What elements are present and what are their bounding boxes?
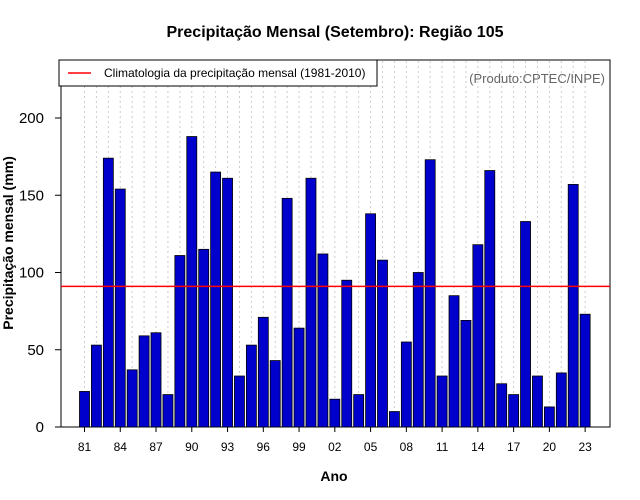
legend-label: Climatologia da precipitação mensal (198… (104, 66, 365, 80)
xtick-label-11: 11 (436, 440, 449, 454)
bar-18 (520, 221, 531, 428)
xtick-label-90: 90 (185, 440, 199, 454)
bar-91 (198, 248, 210, 428)
ytick-label-50: 50 (27, 342, 44, 359)
bar-14 (472, 244, 484, 428)
credit-text: (Produto:CPTEC/INPE) (469, 71, 605, 86)
bar-16 (496, 383, 508, 428)
xtick-label-20: 20 (543, 440, 557, 454)
ytick-label-0: 0 (36, 419, 44, 436)
bar-05 (365, 213, 376, 428)
bar-83 (102, 157, 114, 428)
bar-87 (150, 332, 162, 428)
x-axis-title: Ano (320, 468, 347, 484)
bar-89 (174, 255, 186, 428)
bar-99 (293, 327, 305, 428)
ytick-label-100: 100 (19, 265, 44, 282)
xtick-label-02: 02 (328, 440, 342, 454)
bar-20 (543, 406, 555, 428)
chart-title: Precipitação Mensal (Setembro): Região 1… (167, 24, 504, 41)
bar-17 (508, 394, 520, 428)
bar-21 (555, 372, 567, 428)
xtick-label-81: 81 (78, 440, 92, 454)
bar-03 (341, 279, 353, 428)
xtick-label-08: 08 (400, 440, 414, 454)
xtick-label-05: 05 (364, 440, 378, 454)
bar-02 (329, 398, 341, 428)
bars (79, 136, 591, 428)
bar-04 (353, 394, 365, 428)
bar-95 (245, 344, 257, 428)
xtick-label-93: 93 (221, 440, 235, 454)
y-axis: 0 50 100 150 200 (19, 110, 61, 436)
bar-10 (424, 159, 436, 428)
xtick-label-23: 23 (578, 440, 592, 454)
bar-23 (579, 313, 591, 428)
xtick-label-84: 84 (114, 440, 128, 454)
bar-86 (138, 335, 150, 428)
bar-88 (162, 394, 174, 428)
bar-97 (269, 360, 281, 428)
bar-01 (317, 253, 329, 428)
bar-90 (186, 136, 198, 428)
bar-15 (484, 170, 496, 428)
bar-98 (281, 197, 293, 428)
xtick-label-87: 87 (149, 440, 163, 454)
bar-96 (257, 316, 269, 428)
xtick-label-14: 14 (471, 440, 485, 454)
legend: Climatologia da precipitação mensal (198… (58, 59, 378, 87)
bar-22 (567, 184, 579, 428)
bar-13 (460, 319, 472, 428)
bar-84 (114, 188, 126, 428)
bar-19 (532, 375, 543, 428)
bar-85 (126, 369, 138, 428)
bar-81 (79, 391, 90, 428)
bar-94 (234, 375, 245, 428)
y-axis-title: Precipitação mensal (mm) (0, 156, 16, 330)
bar-08 (400, 341, 412, 428)
xtick-label-99: 99 (292, 440, 306, 454)
legend-box (58, 59, 378, 87)
bar-06 (377, 259, 388, 428)
bar-92 (210, 171, 222, 428)
bar-12 (448, 295, 460, 428)
xtick-label-96: 96 (257, 440, 271, 454)
bar-11 (436, 375, 448, 428)
xtick-label-17: 17 (507, 440, 521, 454)
bar-82 (91, 344, 102, 428)
ytick-label-150: 150 (19, 187, 44, 204)
bar-09 (412, 272, 424, 428)
bar-00 (305, 177, 317, 428)
x-axis: 81 84 87 90 93 96 99 02 05 08 11 14 17 20 23 (78, 427, 592, 454)
bar-07 (389, 411, 400, 428)
bar-93 (222, 177, 233, 428)
ytick-label-200: 200 (19, 110, 44, 127)
